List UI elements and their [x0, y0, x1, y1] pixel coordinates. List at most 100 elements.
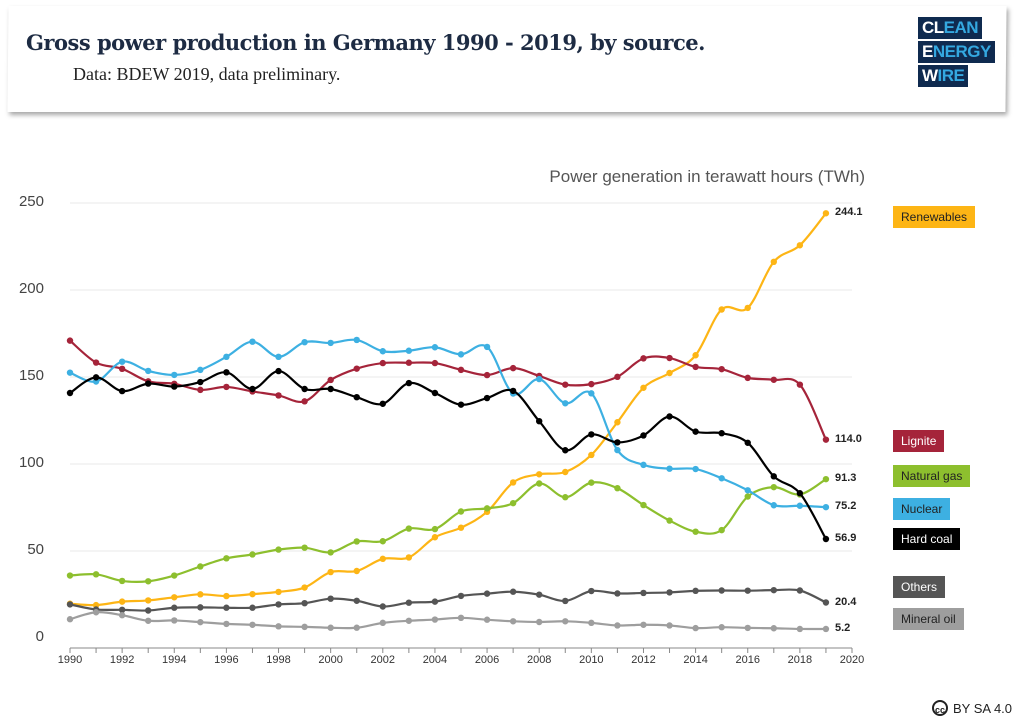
data-point — [588, 619, 595, 627]
data-point — [405, 554, 413, 561]
data-point — [66, 369, 74, 376]
data-point — [614, 446, 621, 454]
data-point — [666, 589, 673, 596]
data-point — [353, 597, 360, 604]
x-tick-label: 2006 — [475, 654, 499, 666]
data-point — [171, 617, 178, 624]
end-value-label: 75.2 — [835, 500, 857, 513]
data-point — [431, 616, 439, 623]
data-point — [249, 338, 256, 345]
x-tick-label: 2008 — [527, 654, 551, 666]
y-axis-label: Power generation in terawatt hours (TWh) — [549, 167, 865, 186]
data-point — [145, 578, 152, 585]
data-point — [327, 624, 334, 631]
x-tick-label: 2002 — [371, 654, 395, 666]
data-point — [327, 549, 334, 556]
data-point — [822, 535, 830, 543]
data-point — [171, 594, 178, 601]
x-tick-label: 2018 — [788, 654, 812, 666]
x-tick-label: 1994 — [162, 654, 186, 666]
y-tick-label: 0 — [35, 628, 44, 645]
chart-title: Gross power production in Germany 1990 -… — [26, 30, 705, 55]
data-point — [692, 363, 699, 371]
data-point — [796, 625, 804, 633]
data-point — [666, 354, 673, 362]
data-point — [457, 592, 465, 600]
legend-nuclear: Nuclear — [893, 498, 951, 520]
data-point — [275, 546, 282, 553]
data-point — [118, 387, 126, 395]
data-point — [796, 242, 804, 249]
data-point — [692, 587, 699, 595]
x-tick-label: 1996 — [214, 654, 238, 666]
data-point — [536, 471, 543, 478]
x-tick-label: 2016 — [735, 654, 759, 666]
series-line-hard-coal — [69, 369, 827, 540]
data-point — [744, 439, 751, 446]
data-point — [405, 379, 413, 387]
data-point — [692, 352, 699, 359]
data-point — [66, 616, 74, 623]
data-point — [353, 538, 360, 545]
data-point — [327, 595, 334, 602]
data-point — [171, 572, 178, 579]
legend-renewables: Renewables — [893, 206, 976, 228]
data-point — [301, 600, 308, 607]
data-point — [718, 526, 725, 534]
data-point — [483, 505, 491, 512]
data-point — [118, 365, 126, 373]
data-point — [483, 590, 491, 597]
data-point — [509, 499, 517, 507]
data-point — [666, 622, 673, 629]
end-value-label: 244.1 — [835, 206, 863, 219]
end-value-label: 20.4 — [835, 595, 857, 608]
data-point — [197, 618, 204, 626]
x-tick-label: 2010 — [579, 654, 603, 666]
x-tick-label: 1992 — [110, 654, 134, 666]
data-point — [223, 620, 230, 628]
data-point — [145, 607, 152, 614]
data-point — [92, 374, 100, 381]
data-point — [353, 336, 360, 344]
end-value-label: 5.2 — [835, 621, 851, 634]
x-tick-label: 2014 — [683, 654, 707, 666]
data-point — [483, 371, 491, 379]
end-value-label: 56.9 — [835, 531, 857, 544]
data-point — [457, 351, 465, 358]
series-line-mineral-oil — [69, 611, 826, 631]
data-point — [275, 353, 282, 361]
data-point — [666, 465, 673, 472]
x-tick-label: 1998 — [266, 654, 290, 666]
data-point — [249, 385, 256, 393]
legend-natural-gas: Natural gas — [893, 465, 971, 487]
data-point — [509, 387, 517, 395]
data-point — [770, 376, 777, 383]
data-point — [588, 431, 595, 438]
data-point — [301, 544, 308, 551]
data-point — [744, 374, 751, 382]
data-point — [327, 568, 334, 576]
data-point — [197, 378, 204, 386]
data-point — [223, 555, 230, 562]
data-point — [562, 447, 569, 454]
data-point — [301, 385, 308, 393]
data-point — [718, 306, 725, 313]
data-point — [562, 618, 569, 625]
data-point — [614, 622, 621, 629]
data-point — [744, 487, 751, 494]
data-point — [822, 436, 830, 443]
data-point — [327, 376, 334, 384]
data-point — [640, 621, 647, 628]
data-point — [796, 381, 804, 388]
data-point — [249, 551, 256, 558]
data-point — [692, 465, 699, 473]
data-point — [431, 598, 439, 605]
data-point — [275, 392, 282, 399]
data-point — [536, 618, 543, 626]
data-point — [92, 609, 100, 616]
data-point — [796, 587, 804, 594]
data-point — [223, 592, 230, 600]
data-point — [249, 604, 256, 611]
data-point — [562, 468, 569, 476]
legend-lignite: Lignite — [893, 430, 945, 452]
